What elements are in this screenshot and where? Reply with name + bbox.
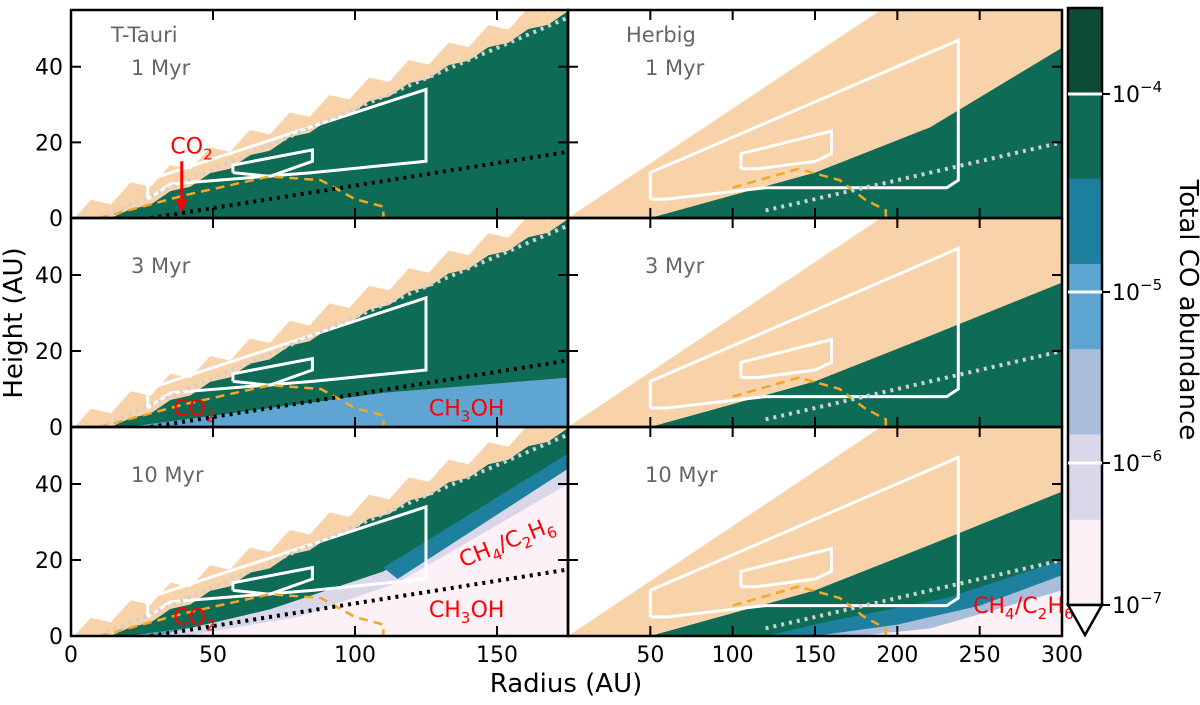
y-tick-label: 20 xyxy=(35,131,63,156)
x-tick-label: 150 xyxy=(476,643,518,668)
colorbar-extend-arrow xyxy=(1065,603,1105,638)
panel-ttauri-3-myr xyxy=(71,218,568,427)
colorbar-tick-label: 10−4 xyxy=(1112,78,1162,108)
molecule-label: CH3 OH xyxy=(429,397,505,426)
light-dotted-line xyxy=(98,15,568,218)
age-label: 10 Myr xyxy=(645,463,718,487)
x-tick-label: 150 xyxy=(794,643,836,668)
y-tick-label: 0 xyxy=(49,625,63,650)
y-tick-label: 40 xyxy=(35,56,63,81)
outer-contour xyxy=(648,246,960,410)
inner-contour xyxy=(739,337,833,380)
colorbar-tick-label: 10−7 xyxy=(1112,589,1162,619)
y-tick-label: 0 xyxy=(49,416,63,441)
colorbar-segment xyxy=(1068,178,1102,265)
co2-arrow-head xyxy=(175,199,188,213)
dark-dotted-line xyxy=(150,149,568,218)
outer-contour xyxy=(648,38,960,201)
inner-contour xyxy=(231,148,314,178)
colorbar-tick-label: 10−5 xyxy=(1112,276,1162,306)
light-dotted-line xyxy=(98,223,568,427)
x-tick-label: 250 xyxy=(959,643,1001,668)
y-tick-label: 0 xyxy=(49,207,63,232)
axes-layer: 0 20 40 0 20 40 0 20 40 0 50 100 150 50 100 150 200 250 30… xyxy=(35,8,1083,668)
depleted-region xyxy=(383,453,568,579)
colorbar-segment xyxy=(1068,434,1102,521)
inner-contour xyxy=(739,546,833,589)
outer-contour xyxy=(146,504,428,619)
dark-dotted-line xyxy=(150,358,568,427)
x-tick-label: 300 xyxy=(1041,643,1083,668)
y-tick-label: 40 xyxy=(35,473,63,498)
outer-contour xyxy=(648,455,960,619)
column-title: Herbig xyxy=(626,23,696,47)
inner-contour xyxy=(231,565,314,596)
outer-contour xyxy=(146,295,428,410)
colorbar: 10−4 10−5 10−6 10−7 xyxy=(1065,6,1162,638)
dark-dotted-line xyxy=(150,567,568,636)
y-tick-label: 20 xyxy=(35,340,63,365)
panel-herbig-10-myr xyxy=(568,427,1062,636)
colorbar-segment xyxy=(1068,349,1102,435)
molecule-label: CH4 /C2 H6 xyxy=(973,594,1074,623)
depleted-region xyxy=(184,484,568,636)
colorbar-segment xyxy=(1068,8,1102,94)
panel-layer: T-Tauri 1 Myr CO2 Herbig 1 Myr 3 Myr CO2 CH3 … xyxy=(71,10,1074,636)
molecule-label: CO2 xyxy=(170,135,212,164)
age-label: 3 Myr xyxy=(645,254,705,278)
x-tick-label: 100 xyxy=(712,643,754,668)
snowline-contour xyxy=(99,175,385,218)
y-tick-label: 40 xyxy=(35,264,63,289)
x-tick-label: 50 xyxy=(636,643,664,668)
light-dotted-line xyxy=(765,349,1062,422)
column-title: T-Tauri xyxy=(110,23,178,47)
x-axis-label: Radius (AU) xyxy=(490,669,643,699)
colorbar-segment xyxy=(1068,263,1102,350)
molecule-label: CO2 xyxy=(173,606,215,635)
snowline-contour xyxy=(99,592,385,636)
light-dotted-line xyxy=(765,558,1062,631)
y-tick-label: 20 xyxy=(35,549,63,574)
panel-ttauri-1-myr xyxy=(71,10,568,218)
depleted-region xyxy=(856,590,1062,636)
x-tick-label: 100 xyxy=(334,643,376,668)
x-tick-label: 200 xyxy=(876,643,918,668)
age-label: 1 Myr xyxy=(131,56,191,80)
y-axis-label: Height (AU) xyxy=(0,247,29,398)
colorbar-segment xyxy=(1068,519,1102,606)
molecule-label: CO2 xyxy=(173,397,215,426)
x-tick-label: 50 xyxy=(199,643,227,668)
abundance-region xyxy=(71,10,568,218)
snowline-contour xyxy=(99,383,385,427)
inner-contour xyxy=(231,356,314,387)
age-label: 1 Myr xyxy=(645,56,705,80)
panel-ttauri-10-myr xyxy=(71,427,568,636)
colorbar-segment xyxy=(1068,93,1102,180)
light-dotted-line xyxy=(765,140,1062,213)
abundance-region xyxy=(71,218,568,427)
colorbar-tick-label: 10−6 xyxy=(1112,447,1162,477)
colorbar-label: Total CO abundance xyxy=(1173,179,1200,440)
panel-herbig-1-myr xyxy=(568,10,1062,218)
outer-contour xyxy=(146,87,428,201)
molecule-label: CH3 OH xyxy=(429,598,505,627)
age-label: 10 Myr xyxy=(131,463,204,487)
inner-contour xyxy=(739,129,833,171)
light-dotted-line xyxy=(98,432,568,636)
x-tick-label: 0 xyxy=(64,643,78,668)
panel-herbig-3-myr xyxy=(568,218,1062,427)
abundance-region xyxy=(650,282,1062,427)
age-label: 3 Myr xyxy=(131,254,191,278)
